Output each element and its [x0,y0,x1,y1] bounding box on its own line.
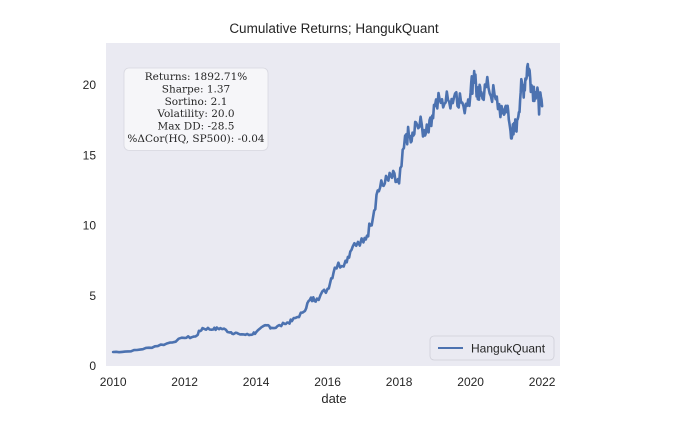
series-layer [111,62,544,354]
x-tick-label: 2010 [100,375,127,389]
y-tick-label: 5 [89,289,96,303]
series-line [111,62,544,354]
legend-label: HangukQuant [471,342,546,356]
y-axis-ticks: 0 5 10 15 20 [83,78,97,373]
x-tick-label: 2018 [386,375,413,389]
legend: HangukQuant [429,335,555,361]
x-tick-label: 2014 [243,375,270,389]
x-axis-ticks: 2010 2012 2014 2016 2018 2020 2022 [100,375,556,389]
x-axis-label: date [321,391,346,406]
stats-line: Returns: 1892.71% [145,71,248,83]
stats-line: %ΔCor(HQ, SP500): -0.04 [127,133,264,145]
x-tick-label: 2016 [314,375,341,389]
x-tick-label: 2020 [457,375,484,389]
stats-line: Max DD: -28.5 [158,121,235,133]
y-tick-label: 0 [89,359,96,373]
y-tick-label: 10 [83,219,97,233]
chart-title: Cumulative Returns; HangukQuant [229,21,439,36]
stats-line: Volatility: 20.0 [156,108,234,120]
y-tick-label: 20 [83,78,97,92]
x-tick-label: 2012 [171,375,198,389]
stats-line: Sharpe: 1.37 [162,83,230,95]
y-tick-label: 15 [83,148,97,162]
stats-line: Sortino: 2.1 [165,96,228,108]
x-tick-label: 2022 [529,375,556,389]
legend-frame [429,335,555,361]
stats-box-frame [123,67,269,151]
